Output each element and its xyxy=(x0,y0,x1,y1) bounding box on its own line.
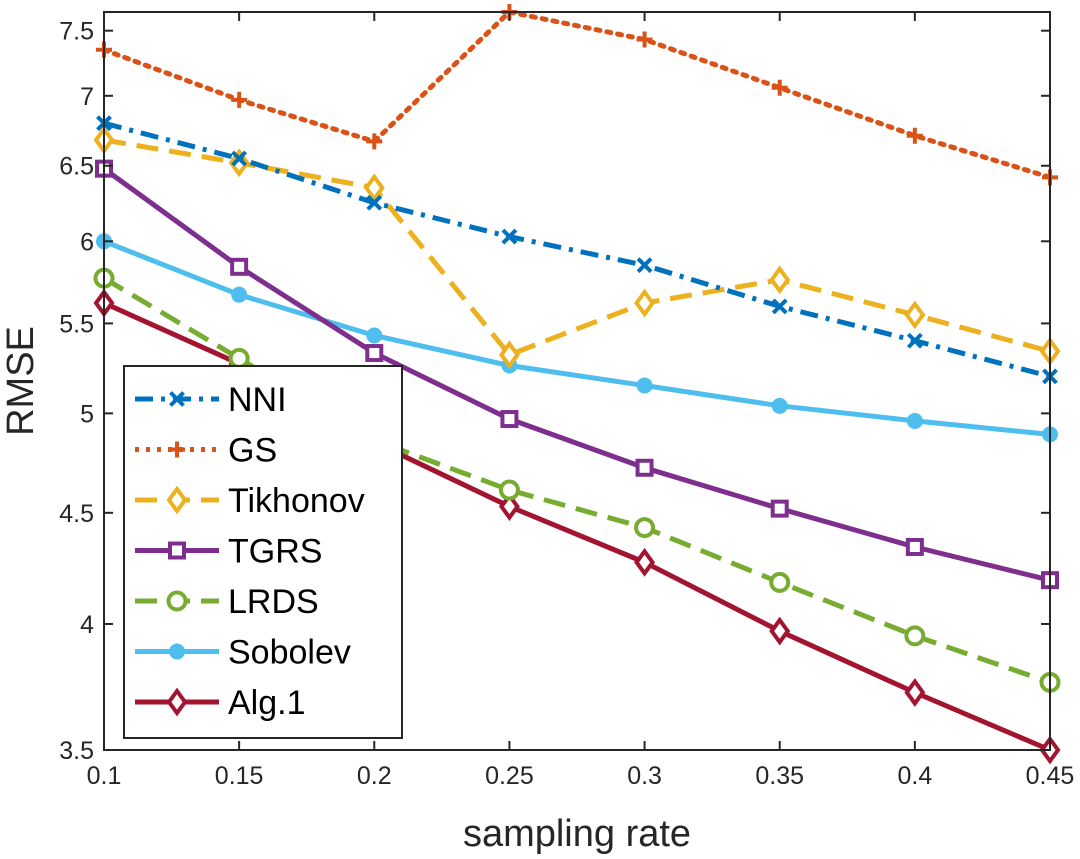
data-point-lrds-6 xyxy=(904,625,926,647)
data-point-nni-6 xyxy=(906,332,923,349)
y-axis-title: RMSE xyxy=(0,326,42,436)
x-tick-label: 0.2 xyxy=(357,762,392,790)
data-point-sobolev-6 xyxy=(906,412,923,429)
x-axis-title: sampling rate xyxy=(463,813,691,855)
x-tick-label: 0.25 xyxy=(485,762,534,790)
data-point-tikhonov-3 xyxy=(498,340,520,370)
axes-layer: 0.1 0.15 0.2 0.25 0.3 0.35 0.4 0.45 3.5 4 4.5 5 5.5 6… xyxy=(59,11,1075,790)
x-tick-label: 0.3 xyxy=(627,762,662,790)
legend-swatch-marker xyxy=(168,541,186,560)
data-point-tikhonov-1 xyxy=(228,148,250,178)
data-point-sobolev-5 xyxy=(771,397,788,414)
y-tick-label: 5 xyxy=(80,400,94,428)
y-tick-label: 4 xyxy=(80,611,94,639)
legend-label: Sobolev xyxy=(228,634,351,672)
legend-label: GS xyxy=(228,432,277,470)
data-point-tgrs-2 xyxy=(365,344,384,363)
legend-item-sobolev: Sobolev xyxy=(135,634,351,672)
legend-item-lrds: LRDS xyxy=(135,583,319,621)
data-point-alg-1-6 xyxy=(904,678,926,707)
series-line-tikhonov xyxy=(103,137,1051,358)
legend-label: Tikhonov xyxy=(228,482,365,520)
data-point-gs-4 xyxy=(636,31,653,48)
legend-label: Alg.1 xyxy=(228,684,306,722)
legend-swatch-marker xyxy=(169,643,185,660)
data-point-nni-5 xyxy=(771,298,788,315)
data-point-tikhonov-6 xyxy=(904,300,926,330)
data-point-lrds-3 xyxy=(498,479,520,501)
data-point-tikhonov-5 xyxy=(769,265,791,295)
y-tick-label: 6.5 xyxy=(59,153,94,181)
legend-swatch-marker xyxy=(166,590,188,612)
data-point-alg-1-4 xyxy=(634,547,656,577)
axes-frame xyxy=(103,11,1051,751)
series-line-gs xyxy=(101,9,1053,180)
legend: NNI GS Tikhonov TGRS LRDS Sobolev Alg.1 xyxy=(123,365,403,739)
data-point-sobolev-1 xyxy=(231,286,248,303)
data-point-tgrs-4 xyxy=(635,458,654,477)
data-point-gs-2 xyxy=(366,133,383,150)
data-point-nni-2 xyxy=(366,194,383,211)
legend-label: LRDS xyxy=(228,583,319,621)
x-tick-label: 0.15 xyxy=(215,762,264,790)
series-line-tgrs xyxy=(102,166,1051,583)
x-tick-label: 0.45 xyxy=(1026,762,1075,790)
y-tick-label: 4.5 xyxy=(59,500,94,528)
data-point-alg-1-3 xyxy=(498,492,520,521)
legend-item-tgrs: TGRS xyxy=(135,533,322,571)
y-tick-label: 3.5 xyxy=(59,737,94,765)
y-tick-label: 5.5 xyxy=(59,310,94,338)
data-point-sobolev-2 xyxy=(366,327,383,344)
data-point-gs-5 xyxy=(771,79,788,96)
series-line-sobolev xyxy=(103,238,1051,437)
y-tick-label: 7 xyxy=(80,83,94,111)
data-point-tikhonov-4 xyxy=(634,288,656,318)
data-point-nni-3 xyxy=(501,228,518,245)
data-point-lrds-5 xyxy=(769,571,791,593)
data-point-lrds-4 xyxy=(634,517,656,539)
data-point-alg-1-5 xyxy=(769,616,791,646)
data-point-gs-1 xyxy=(231,91,248,108)
legend-item-gs: GS xyxy=(135,432,277,470)
data-point-sobolev-4 xyxy=(636,377,653,394)
data-point-nni-4 xyxy=(636,257,653,274)
x-tick-label: 0.4 xyxy=(897,762,932,790)
data-point-tikhonov-2 xyxy=(363,173,385,203)
legend-item-tikhonov: Tikhonov xyxy=(135,482,365,520)
legend-label: NNI xyxy=(228,381,287,419)
data-point-nni-1 xyxy=(231,150,248,167)
legend-item-alg-1: Alg.1 xyxy=(135,684,306,722)
legend-swatch-marker xyxy=(169,441,185,458)
legend-swatch-marker xyxy=(169,391,185,407)
data-point-tgrs-5 xyxy=(770,499,789,518)
data-point-tgrs-3 xyxy=(500,410,519,429)
data-point-lrds-1 xyxy=(228,347,250,369)
x-tick-label: 0.1 xyxy=(87,762,122,790)
legend-swatch-marker xyxy=(166,687,188,717)
legend-item-nni: NNI xyxy=(135,381,287,419)
y-tick-label: 6 xyxy=(80,228,94,256)
data-point-tgrs-6 xyxy=(905,537,924,556)
legend-label: TGRS xyxy=(228,533,322,571)
y-tick-label: 7.5 xyxy=(59,18,94,46)
series-line-nni xyxy=(103,120,1051,379)
legend-swatch-marker xyxy=(166,485,188,515)
data-point-tgrs-1 xyxy=(230,257,249,276)
series-tikhonov xyxy=(93,125,1061,370)
data-point-gs-6 xyxy=(906,127,923,144)
series-nni xyxy=(96,115,1058,385)
x-tick-label: 0.35 xyxy=(755,762,804,790)
